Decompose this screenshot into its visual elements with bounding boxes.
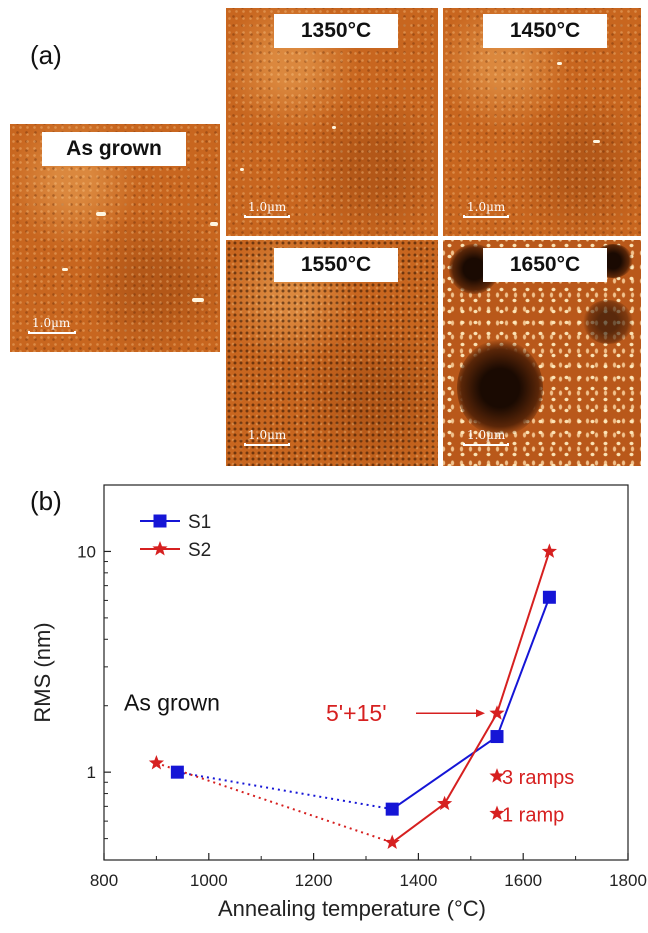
scale-bar: 1.0µm: [244, 198, 290, 218]
series-S1-point: [385, 802, 399, 816]
series-S2-segment: [496, 551, 551, 714]
x-tick-label: 1200: [295, 871, 333, 890]
scale-bar: 1.0µm: [28, 314, 76, 334]
image-title: 1550°C: [274, 248, 398, 282]
series-S1-point: [170, 765, 184, 779]
series-S2-point: [437, 795, 453, 811]
y-tick-label: 10: [77, 542, 96, 561]
x-tick-label: 1600: [504, 871, 542, 890]
annotation-5-15: 5'+15': [326, 700, 387, 726]
series-S1-point: [490, 730, 504, 744]
image-title: 1450°C: [483, 14, 607, 48]
image-title: As grown: [42, 132, 186, 166]
scale-bar: 1.0µm: [463, 426, 509, 446]
annotation-as-grown: As grown: [124, 690, 220, 716]
afm-image-as-grown: As grown 1.0µm: [10, 124, 220, 352]
x-tick-label: 1400: [399, 871, 437, 890]
series-S1-segment: [496, 596, 551, 737]
annotation-3-ramps: 3 ramps: [502, 767, 574, 789]
series-S1-segment: [177, 771, 393, 811]
afm-image-1550: 1550°C 1.0µm: [226, 240, 438, 466]
series-S2-segment: [391, 802, 446, 844]
series-S2-segment: [443, 712, 498, 805]
annotation-1-ramp: 1 ramp: [502, 804, 564, 826]
x-tick-label: 1800: [609, 871, 647, 890]
legend-marker-S2: [152, 541, 168, 556]
extra-point: [489, 805, 505, 820]
y-axis-label: RMS (nm): [30, 622, 55, 722]
x-tick-label: 800: [90, 871, 118, 890]
y-tick-label: 1: [87, 763, 96, 782]
series-S1-segment: [391, 735, 498, 810]
series-S2-point: [384, 834, 400, 849]
series-S2-point: [489, 705, 505, 720]
panel-b-label: (b): [30, 486, 62, 516]
annotation-arrow-head: [476, 709, 485, 718]
afm-image-1650: 1650°C 1.0µm: [443, 240, 641, 466]
series-S2-point: [148, 755, 164, 770]
x-axis-label: Annealing temperature (°C): [218, 896, 486, 921]
legend-label-S2: S2: [188, 540, 211, 561]
legend-label-S1: S1: [188, 512, 211, 533]
legend-marker-S1: [153, 514, 167, 528]
image-title: 1650°C: [483, 248, 607, 282]
x-tick-label: 1000: [190, 871, 228, 890]
series-S2-segment: [156, 762, 393, 844]
rms-vs-temperature-chart: 800 1000 1200 1400 1600 1800 1 10 Annealing tem…: [30, 484, 647, 921]
scale-bar: 1.0µm: [244, 426, 290, 446]
afm-image-1350: 1350°C 1.0µm: [226, 8, 438, 236]
image-title: 1350°C: [274, 14, 398, 48]
panel-a-label: (a): [30, 40, 62, 70]
scale-bar: 1.0µm: [463, 198, 509, 218]
series-S1-point: [542, 590, 556, 604]
series-S2-point: [541, 543, 557, 558]
extra-point: [489, 768, 505, 783]
afm-image-1450: 1450°C 1.0µm: [443, 8, 641, 236]
